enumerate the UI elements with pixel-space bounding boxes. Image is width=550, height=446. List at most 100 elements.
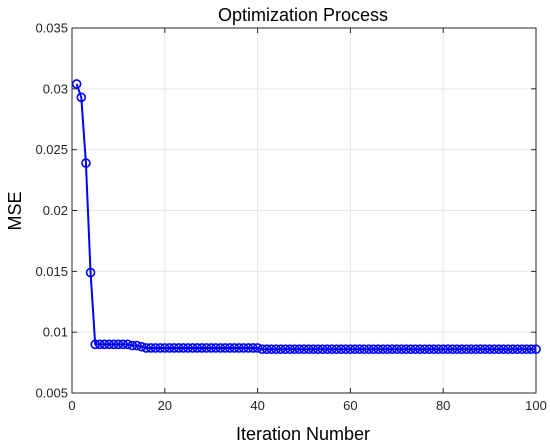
x-tick-label: 80 [436,398,450,413]
data-point-marker [521,344,532,355]
data-point-marker [187,343,198,353]
data-point-marker [331,344,342,355]
data-point-marker [173,343,184,353]
data-point-marker [257,344,268,355]
y-tick-label: 0.035 [35,21,68,36]
data-point-marker [336,344,346,355]
data-point-marker [470,344,481,355]
data-point-marker [238,343,249,353]
data-point-marker [345,344,356,355]
data-point-marker [104,339,114,350]
data-point-marker [197,343,207,353]
y-tick-label: 0.025 [35,142,68,157]
data-point-marker [368,344,379,355]
data-point-marker [262,344,272,355]
data-point-marker [136,341,147,352]
data-point-marker [461,344,472,355]
data-point-marker [498,344,509,355]
data-point-marker [466,344,476,355]
x-tick-label: 40 [250,398,264,413]
data-point-marker [224,343,235,353]
data-point-marker [95,339,105,350]
data-point-marker [489,344,500,355]
data-point-marker [71,79,82,89]
data-point-marker [322,344,333,355]
data-point-marker [410,344,421,355]
data-point-marker [517,344,527,355]
data-point-marker [206,343,216,353]
data-point-marker [127,340,138,351]
data-point-marker [415,344,425,355]
data-point-marker [419,344,430,355]
data-point-marker [81,158,91,168]
data-point-marker [183,343,193,353]
data-point-marker [146,343,156,353]
data-point-marker [243,343,254,353]
data-point-marker [294,344,305,355]
data-point-marker [340,344,351,355]
data-point-marker [452,344,462,355]
data-point-marker [215,343,226,353]
data-point-marker [141,343,152,353]
y-tick-label: 0.005 [35,386,68,401]
data-point-marker [354,344,365,355]
data-point-marker [192,343,203,353]
y-axis: 0.005 0.01 0.015 0.02 0.025 0.03 0.035 [35,21,536,401]
series-line [75,83,536,351]
chart-title: Optimization Process [218,5,388,25]
x-axis-label: Iteration Number [236,424,370,444]
data-point-marker [108,339,119,350]
data-point-marker [456,344,467,355]
grid [71,27,537,394]
data-point-marker [447,344,458,355]
data-point-marker [484,344,495,355]
data-point-marker [85,267,96,278]
data-point-marker [178,343,189,353]
data-point-marker [169,343,179,353]
data-point-marker [99,339,110,350]
data-point-marker [391,344,402,355]
data-point-marker [229,343,240,353]
data-point-marker [475,344,486,355]
y-tick-label: 0.015 [35,264,68,279]
data-point-marker [350,344,360,355]
data-point-marker [396,344,407,355]
data-point-marker [132,340,142,351]
data-point-marker [211,343,221,353]
data-point-marker [150,343,161,353]
data-point-marker [160,343,170,353]
data-point-marker [308,344,319,355]
data-point-marker [285,344,295,355]
x-tick-label: 100 [525,398,547,413]
data-point-marker [507,344,518,355]
data-point-marker [289,344,300,355]
x-tick-label: 0 [68,398,75,413]
data-point-marker [234,343,244,353]
data-point-marker [373,344,384,355]
data-point-marker [494,344,504,355]
data-point-marker [252,343,263,353]
data-point-marker [480,344,490,355]
data-point-marker [433,344,444,355]
data-point-marker [405,344,416,355]
data-point-marker [526,344,537,355]
data-point-marker [164,343,175,353]
data-point-marker [401,344,411,355]
data-point-marker [382,344,393,355]
data-point-marker [248,343,258,353]
data-point-marker [118,339,128,350]
data-point-marker [113,339,124,350]
data-point-marker [317,344,328,355]
data-point-marker [299,344,309,355]
data-point-marker [271,344,281,355]
y-axis-label: MSE [5,191,25,230]
y-tick-label: 0.01 [43,325,68,340]
data-point-marker [512,344,523,355]
x-tick-label: 20 [158,398,172,413]
data-point-marker [531,344,541,355]
data-point-marker [503,344,513,355]
data-point-marker [387,344,397,355]
series-group [71,79,541,355]
data-point-marker [313,344,323,355]
